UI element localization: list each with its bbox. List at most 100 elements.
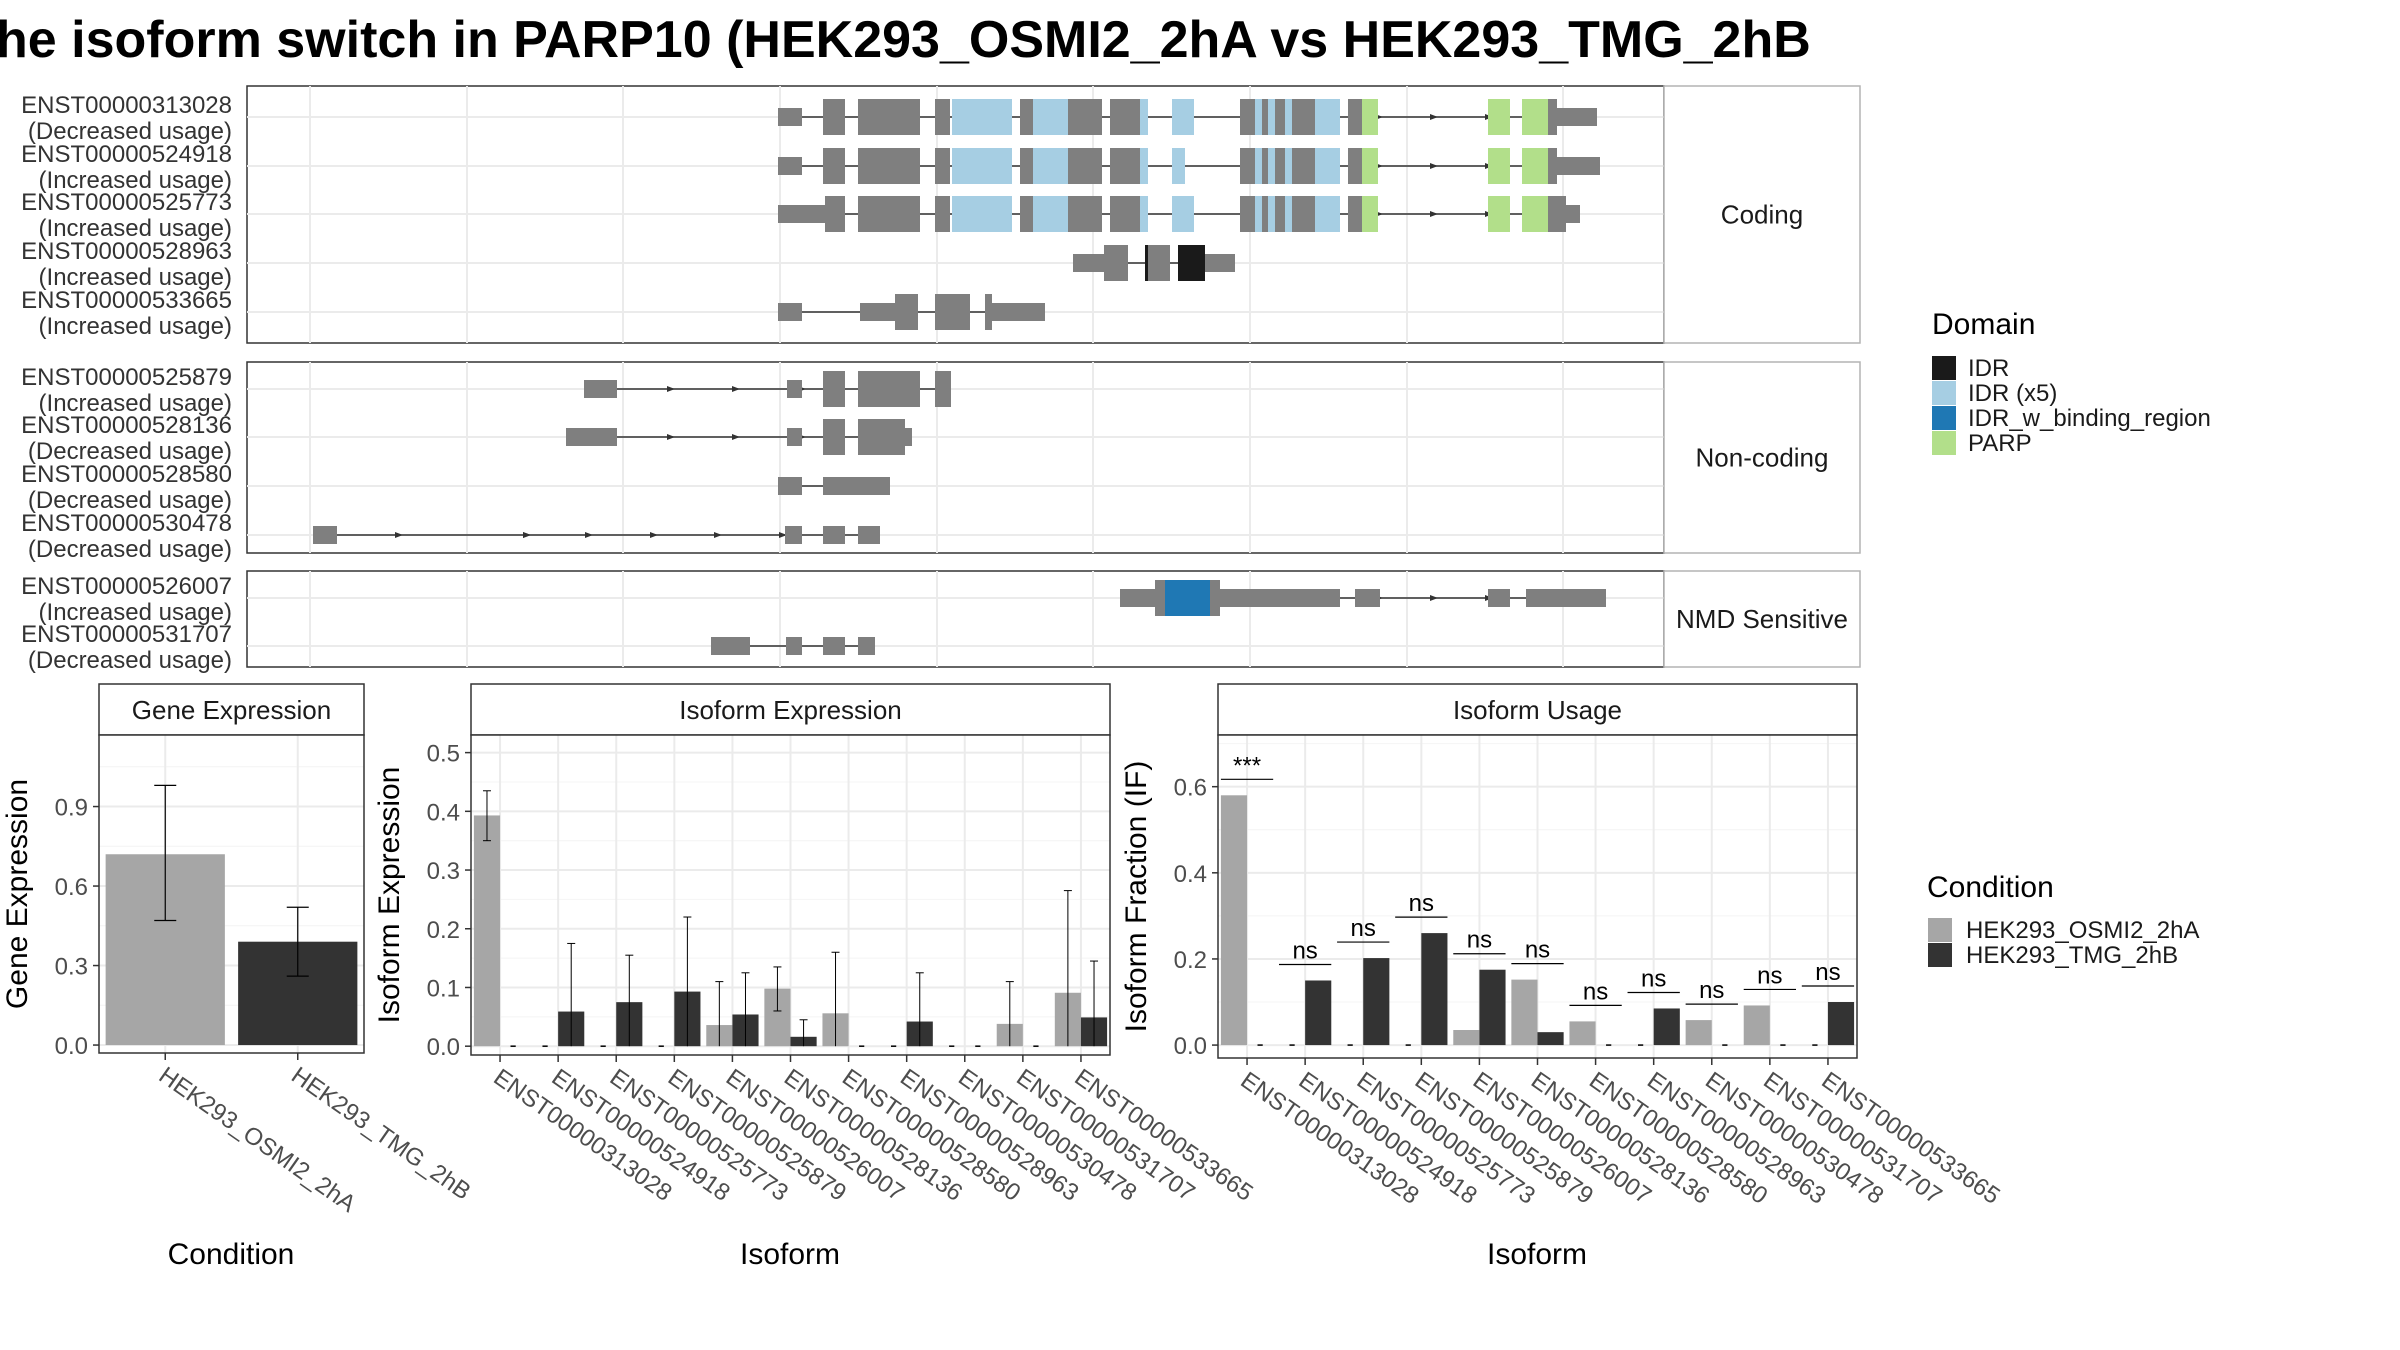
exon — [1240, 99, 1255, 135]
exon — [778, 108, 802, 126]
exon — [823, 477, 890, 495]
transcript-usage-label: (Increased usage) — [39, 215, 232, 242]
transcript-id-label: ENST00000526007 — [21, 573, 232, 600]
exon — [1210, 580, 1220, 616]
exon — [1020, 196, 1033, 232]
transcript-row: ENST00000531707(Decreased usage) — [21, 621, 875, 674]
domain-region — [1488, 99, 1510, 135]
strand-arrow — [523, 532, 531, 538]
y-axis-title: Isoform Expression — [373, 767, 406, 1024]
exon — [1104, 245, 1128, 281]
domain-region — [1522, 196, 1548, 232]
exon — [858, 196, 920, 232]
exon — [1526, 589, 1606, 607]
domain-region — [1172, 99, 1194, 135]
exon — [1205, 254, 1235, 272]
condition-legend-label: HEK293_OSMI2_2hA — [1966, 917, 2199, 944]
transcript-row: ENST00000533665(Increased usage) — [21, 287, 1045, 340]
exon — [778, 205, 825, 223]
exon — [1275, 196, 1285, 232]
y-tick-label: 0.3 — [55, 954, 88, 981]
exon — [1292, 148, 1315, 184]
exon — [584, 380, 617, 398]
y-tick-label: 0.1 — [427, 975, 460, 1002]
exon — [785, 526, 802, 544]
strand-arrow — [732, 386, 740, 392]
strand-arrow — [714, 532, 722, 538]
strand-arrow — [650, 532, 658, 538]
domain-legend-title: Domain — [1932, 308, 2035, 341]
exon — [778, 157, 802, 175]
domain-legend-label: IDR (x5) — [1968, 380, 2057, 407]
bar — [1421, 933, 1448, 1046]
domain-legend-swatch — [1932, 381, 1956, 405]
domain-region — [1033, 196, 1068, 232]
domain-region — [1362, 196, 1378, 232]
y-tick-label: 0.2 — [427, 917, 460, 944]
x-axis-title: Isoform — [1487, 1238, 1587, 1271]
exon — [905, 428, 912, 446]
exon — [787, 380, 802, 398]
transcript-usage-label: (Increased usage) — [39, 167, 232, 194]
exon — [1110, 99, 1140, 135]
exon — [858, 419, 905, 455]
transcript-id-label: ENST00000528963 — [21, 238, 232, 265]
exon — [1292, 196, 1315, 232]
exon — [1120, 589, 1155, 607]
panel-frame — [246, 361, 1665, 554]
exon — [1110, 196, 1140, 232]
transcript-row: ENST00000530478(Decreased usage) — [21, 510, 880, 563]
domain-legend-swatch — [1932, 356, 1956, 380]
strand-arrow — [1430, 114, 1438, 120]
exon — [1220, 589, 1340, 607]
transcript-usage-label: (Decreased usage) — [28, 487, 232, 514]
exon — [823, 148, 845, 184]
exon — [935, 99, 950, 135]
domain-region — [1033, 148, 1068, 184]
y-tick-label: 0.5 — [427, 741, 460, 768]
exon — [858, 148, 920, 184]
exon — [1275, 99, 1285, 135]
y-tick-label: 0.4 — [427, 799, 460, 826]
panel-strip — [1663, 85, 1861, 344]
transcript-usage-label: (Increased usage) — [39, 264, 232, 291]
condition-legend-swatch — [1928, 918, 1952, 942]
exon — [786, 637, 802, 655]
domain-legend-label: PARP — [1968, 430, 2032, 457]
transcript-usage-label: (Decreased usage) — [28, 438, 232, 465]
domain-legend-swatch — [1932, 406, 1956, 430]
chart-frame — [98, 734, 365, 1054]
exon — [1548, 196, 1566, 232]
exon — [1155, 580, 1165, 616]
transcript-usage-label: (Increased usage) — [39, 599, 232, 626]
domain-region — [1362, 148, 1378, 184]
significance-label: ns — [1757, 962, 1782, 989]
domain-region — [1315, 148, 1340, 184]
y-axis-title: Isoform Fraction (IF) — [1120, 761, 1153, 1033]
exon — [985, 294, 992, 330]
y-axis-title: Gene Expression — [1, 779, 34, 1009]
exon — [1548, 148, 1557, 184]
y-tick-label: 0.0 — [55, 1033, 88, 1060]
domain-region — [998, 99, 1012, 135]
transcript-panel-2: NMD Sensitive ENST00000526007(Increased u… — [21, 570, 1861, 674]
exon — [778, 303, 802, 321]
exon — [823, 99, 845, 135]
exon — [823, 419, 845, 455]
significance-label: ns — [1583, 978, 1608, 1005]
exon — [1275, 148, 1285, 184]
bar — [1511, 979, 1538, 1046]
transcript-id-label: ENST00000524918 — [21, 141, 232, 168]
exon — [1262, 196, 1268, 232]
exon — [1020, 148, 1033, 184]
exon — [1068, 99, 1102, 135]
strand-arrow — [1430, 595, 1438, 601]
transcript-usage-label: (Increased usage) — [39, 390, 232, 417]
condition-legend-swatch — [1928, 943, 1952, 967]
exon — [735, 637, 750, 655]
exon — [858, 526, 880, 544]
strand-arrow — [779, 532, 787, 538]
domain-region — [998, 196, 1012, 232]
significance-label: ns — [1292, 937, 1317, 964]
condition-legend-title: Condition — [1927, 871, 2054, 904]
